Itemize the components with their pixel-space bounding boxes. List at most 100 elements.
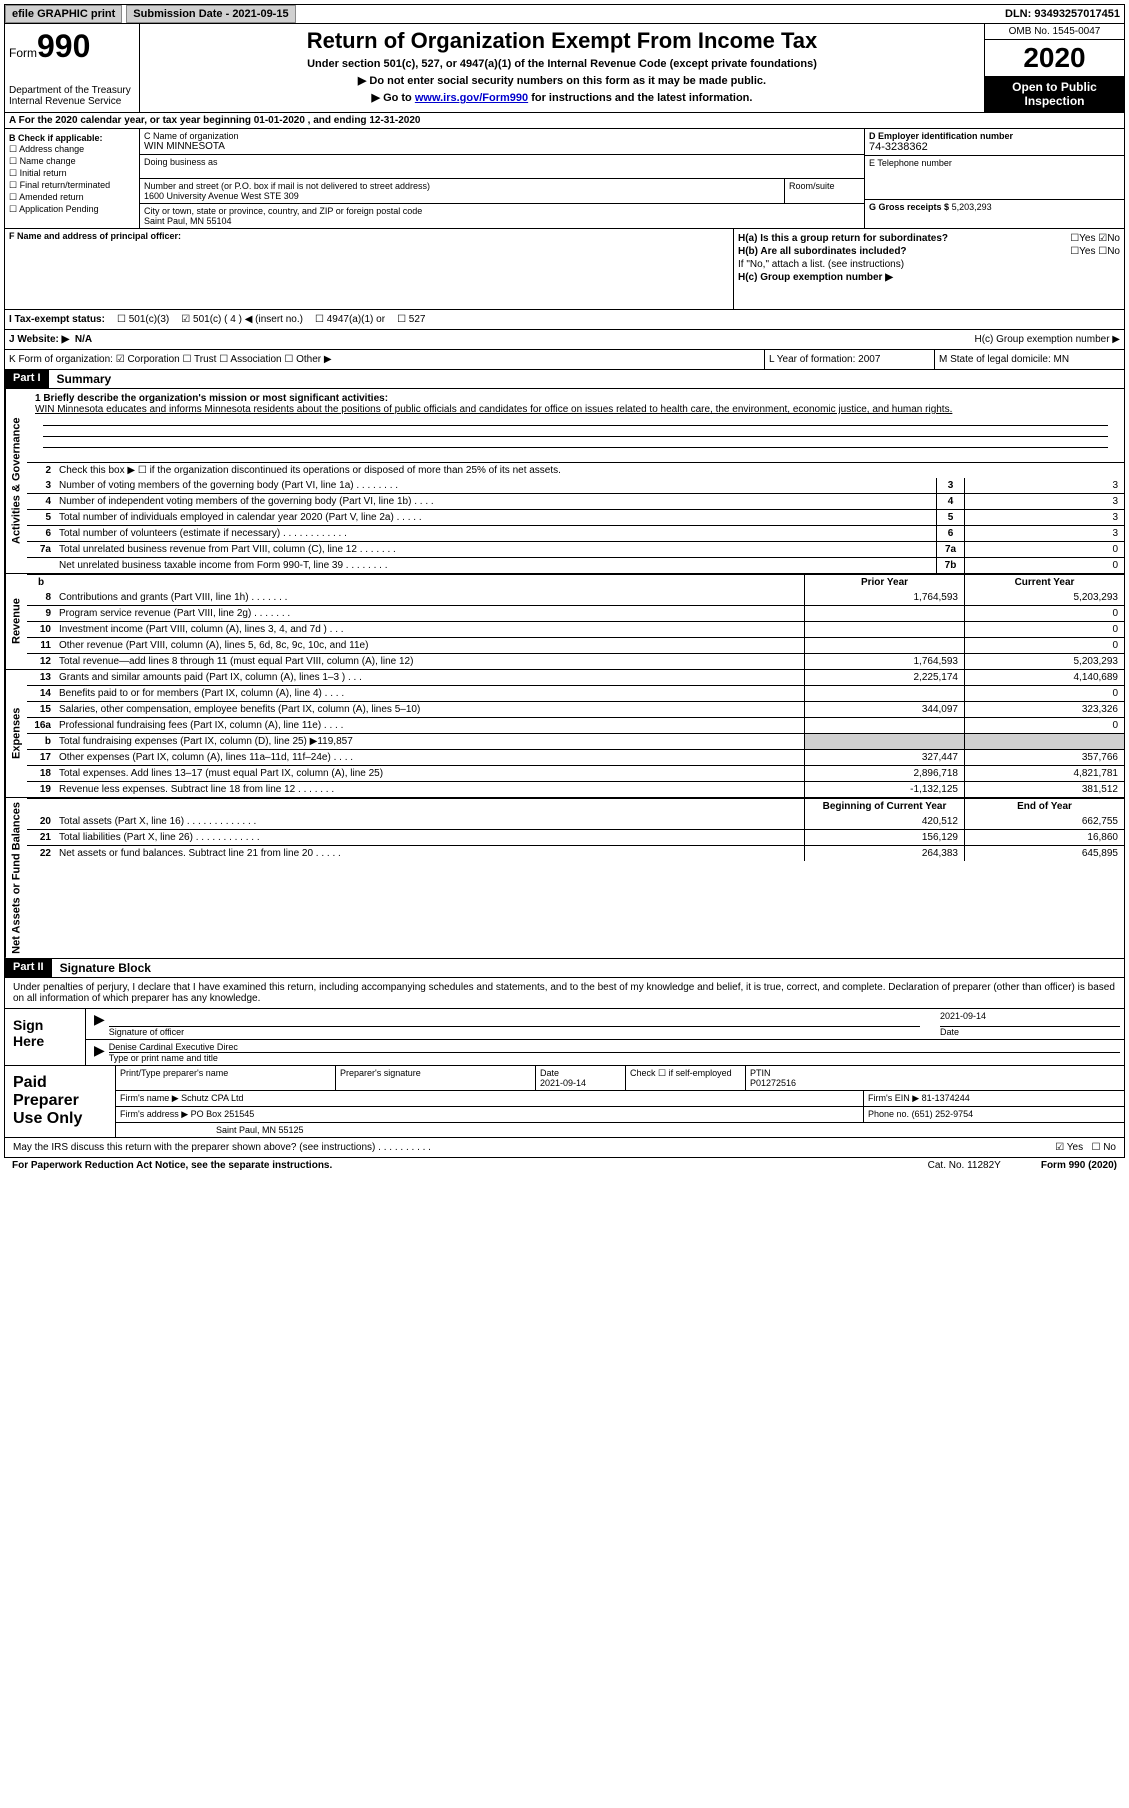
vtab-exp: Expenses [5, 670, 27, 797]
gross-label: G Gross receipts $ [869, 202, 949, 212]
ein-value: 74-3238362 [869, 141, 1120, 153]
summary-line: 5Total number of individuals employed in… [27, 509, 1124, 525]
summary-line: 8Contributions and grants (Part VIII, li… [27, 590, 1124, 605]
part1-badge: Part I [5, 370, 49, 388]
part1-exp: Expenses 13Grants and similar amounts pa… [4, 670, 1125, 798]
vtab-net: Net Assets or Fund Balances [5, 798, 27, 958]
discuss-no[interactable]: ☐ No [1091, 1142, 1116, 1153]
part1-ag: Activities & Governance 1 Briefly descri… [4, 389, 1125, 574]
discuss-row: May the IRS discuss this return with the… [4, 1138, 1125, 1158]
part2-header-row: Part II Signature Block [4, 959, 1125, 978]
top-bar: efile GRAPHIC print Submission Date - 20… [4, 4, 1125, 24]
summary-line: 22Net assets or fund balances. Subtract … [27, 845, 1124, 861]
part1-net: Net Assets or Fund Balances Beginning of… [4, 798, 1125, 959]
submission-date-button[interactable]: Submission Date - 2021-09-15 [126, 5, 295, 23]
firm-addr2: Saint Paul, MN 55125 [116, 1123, 1124, 1137]
prep-sig-label: Preparer's signature [336, 1066, 536, 1090]
form-subtitle: Under section 501(c), 527, or 4947(a)(1)… [144, 58, 980, 70]
q2-text: Check this box ▶ ☐ if the organization d… [55, 463, 1124, 478]
summary-line: 15Salaries, other compensation, employee… [27, 701, 1124, 717]
year-formation: L Year of formation: 2007 [764, 350, 934, 369]
officer-name-label: Type or print name and title [109, 1053, 1120, 1063]
firm-addr1: PO Box 251545 [191, 1109, 255, 1119]
vtab-ag: Activities & Governance [5, 389, 27, 573]
form-title: Return of Organization Exempt From Incom… [144, 28, 980, 54]
summary-line: 7aTotal unrelated business revenue from … [27, 541, 1124, 557]
checkbox-item[interactable]: ☐ Address change [9, 144, 135, 155]
part1-rev: Revenue b Prior Year Current Year 8Contr… [4, 574, 1125, 670]
summary-line: 19Revenue less expenses. Subtract line 1… [27, 781, 1124, 797]
addr-label: Number and street (or P.O. box if mail i… [144, 181, 780, 191]
summary-line: 20Total assets (Part X, line 16) . . . .… [27, 814, 1124, 829]
checkbox-item[interactable]: ☐ Initial return [9, 168, 135, 179]
efile-button[interactable]: efile GRAPHIC print [5, 5, 122, 23]
line-a: A For the 2020 calendar year, or tax yea… [4, 113, 1125, 129]
hb-note: If "No," attach a list. (see instruction… [738, 259, 1120, 270]
ein-label: D Employer identification number [869, 131, 1120, 141]
part1-header-row: Part I Summary [4, 370, 1125, 389]
gross-value: 5,203,293 [952, 202, 992, 212]
summary-line: bTotal fundraising expenses (Part IX, co… [27, 733, 1124, 749]
paid-preparer-label: Paid Preparer Use Only [5, 1066, 115, 1137]
checkbox-item[interactable]: ☐ Amended return [9, 192, 135, 203]
part1-title: Summary [49, 370, 120, 388]
discuss-yes[interactable]: ☑ Yes [1055, 1142, 1083, 1153]
col-end: End of Year [964, 799, 1124, 814]
omb-number: OMB No. 1545-0047 [985, 24, 1124, 40]
ptin-value: P01272516 [750, 1078, 796, 1088]
checkbox-item[interactable]: ☐ Name change [9, 156, 135, 167]
summary-line: 12Total revenue—add lines 8 through 11 (… [27, 653, 1124, 669]
hb-line: H(b) Are all subordinates included? ☐Yes… [738, 246, 1120, 257]
footer-left: For Paperwork Reduction Act Notice, see … [12, 1160, 332, 1171]
summary-line: 4Number of independent voting members of… [27, 493, 1124, 509]
firm-name: Schutz CPA Ltd [181, 1093, 243, 1103]
officer-name: Denise Cardinal Executive Direc [109, 1042, 1120, 1053]
checkbox-item[interactable]: ☐ Final return/terminated [9, 180, 135, 191]
signature-block: Under penalties of perjury, I declare th… [4, 978, 1125, 1138]
dept-text: Department of the Treasury Internal Reve… [9, 85, 135, 107]
declaration-text: Under penalties of perjury, I declare th… [5, 978, 1124, 1008]
prep-self-employed[interactable]: Check ☐ if self-employed [626, 1066, 746, 1090]
note-link: ▶ Go to www.irs.gov/Form990 for instruct… [144, 91, 980, 104]
hc-line: H(c) Group exemption number ▶ [738, 272, 1120, 283]
summary-line: 14Benefits paid to or for members (Part … [27, 685, 1124, 701]
chk-501c3[interactable]: ☐ 501(c)(3) [117, 314, 169, 325]
summary-line: 9Program service revenue (Part VIII, lin… [27, 605, 1124, 621]
q1-label: 1 Briefly describe the organization's mi… [35, 393, 388, 404]
col-begin: Beginning of Current Year [804, 799, 964, 814]
form-org-k: K Form of organization: ☑ Corporation ☐ … [5, 350, 764, 369]
vtab-rev: Revenue [5, 574, 27, 669]
chk-527[interactable]: ☐ 527 [397, 314, 425, 325]
firm-ein: 81-1374244 [922, 1093, 970, 1103]
chk-4947[interactable]: ☐ 4947(a)(1) or [315, 314, 385, 325]
sig-date-label: Date [940, 1027, 1120, 1037]
city-label: City or town, state or province, country… [144, 206, 860, 216]
arrow-icon: ▶ [90, 1011, 109, 1037]
org-name: WIN MINNESOTA [144, 141, 860, 152]
suite-label: Room/suite [784, 179, 864, 203]
col-prior: Prior Year [804, 575, 964, 590]
name-label: C Name of organization [144, 131, 860, 141]
city-value: Saint Paul, MN 55104 [144, 216, 860, 226]
form-number: Form990 [9, 28, 135, 65]
tax-status-row: I Tax-exempt status: ☐ 501(c)(3) ☑ 501(c… [4, 310, 1125, 330]
summary-line: 17Other expenses (Part IX, column (A), l… [27, 749, 1124, 765]
website-row: J Website: ▶ N/A H(c) Group exemption nu… [4, 330, 1125, 350]
dba-label: Doing business as [144, 157, 860, 167]
addr-value: 1600 University Avenue West STE 309 [144, 191, 780, 201]
irs-link[interactable]: www.irs.gov/Form990 [415, 92, 528, 104]
tax-year: 2020 [985, 40, 1124, 76]
section-b-label: B Check if applicable: [9, 133, 135, 143]
dln-text: DLN: 93493257017451 [1005, 8, 1124, 20]
klm-row: K Form of organization: ☑ Corporation ☐ … [4, 350, 1125, 370]
inspection-badge: Open to Public Inspection [985, 76, 1124, 112]
summary-line: 3Number of voting members of the governi… [27, 478, 1124, 493]
chk-501c4[interactable]: ☑ 501(c) ( 4 ) ◀ (insert no.) [181, 314, 303, 325]
prep-date: 2021-09-14 [540, 1078, 586, 1088]
arrow-icon: ▶ [90, 1042, 109, 1063]
mission-text: WIN Minnesota educates and informs Minne… [35, 404, 952, 415]
hc-inline: H(c) Group exemption number ▶ [974, 334, 1120, 345]
summary-line: 16aProfessional fundraising fees (Part I… [27, 717, 1124, 733]
checkbox-item[interactable]: ☐ Application Pending [9, 204, 135, 215]
footer: For Paperwork Reduction Act Notice, see … [4, 1158, 1125, 1173]
